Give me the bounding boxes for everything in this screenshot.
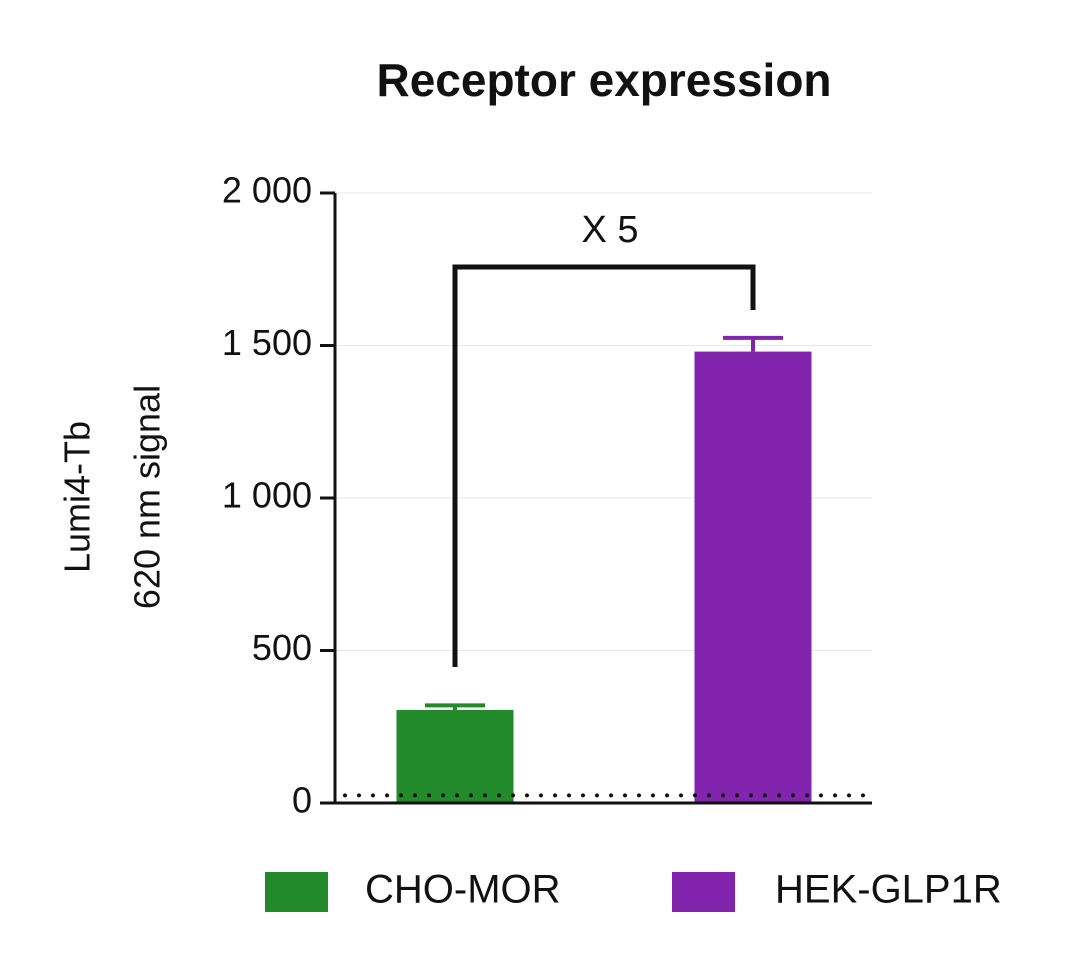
legend-swatch	[672, 872, 735, 912]
legend-label: CHO-MOR	[365, 868, 561, 912]
y-tick-label: 0	[292, 780, 312, 821]
legend-label: HEK-GLP1R	[775, 868, 1002, 912]
chart-title: Receptor expression	[376, 54, 831, 106]
bar	[396, 709, 514, 803]
annotation: X 5	[581, 209, 638, 251]
y-axis-label: Lumi4-Tb	[57, 421, 98, 573]
legend-swatch	[265, 872, 328, 912]
y-tick-label: 1 500	[222, 322, 312, 363]
y-tick-label: 500	[252, 627, 312, 668]
bar	[694, 351, 812, 803]
y-tick-label: 2 000	[222, 170, 312, 211]
y-axis-label: 620 nm signal	[127, 385, 168, 609]
bracket	[452, 264, 756, 667]
y-tick-label: 1 000	[222, 475, 312, 516]
